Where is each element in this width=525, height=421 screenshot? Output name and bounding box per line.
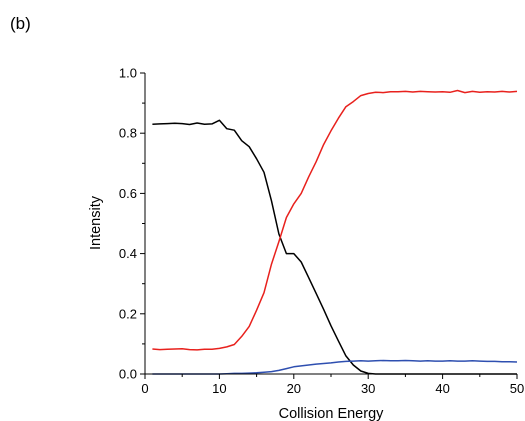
x-tick-label: 0 xyxy=(141,381,148,396)
y-axis-label: Intensity xyxy=(88,195,104,250)
axis-layer xyxy=(140,72,518,379)
series-line-3 xyxy=(152,359,518,375)
y-tick-label: 0.0 xyxy=(119,367,137,382)
y-tick-label: 0.6 xyxy=(119,186,137,201)
y-tick-label: 0.4 xyxy=(119,246,137,261)
x-tick-label: 40 xyxy=(435,381,449,396)
y-tick-label: 0.2 xyxy=(119,306,137,321)
series-line-1 xyxy=(152,119,517,375)
tick-label-layer: 0 10 20 30 40 50 0.0 0.2 0.4 0.6 0.8 1.0 xyxy=(119,66,524,397)
x-tick-label: 30 xyxy=(361,381,375,396)
x-axis-label: Collision Energy xyxy=(279,406,385,421)
x-tick-label: 10 xyxy=(212,381,226,396)
x-tick-label: 50 xyxy=(510,381,524,396)
y-tick-label: 0.8 xyxy=(119,126,137,141)
y-tick-label: 1.0 xyxy=(119,66,137,81)
panel-label: (b) xyxy=(10,14,31,33)
series-layer xyxy=(152,89,518,375)
x-tick-label: 20 xyxy=(287,381,301,396)
series-line-2 xyxy=(152,89,518,351)
